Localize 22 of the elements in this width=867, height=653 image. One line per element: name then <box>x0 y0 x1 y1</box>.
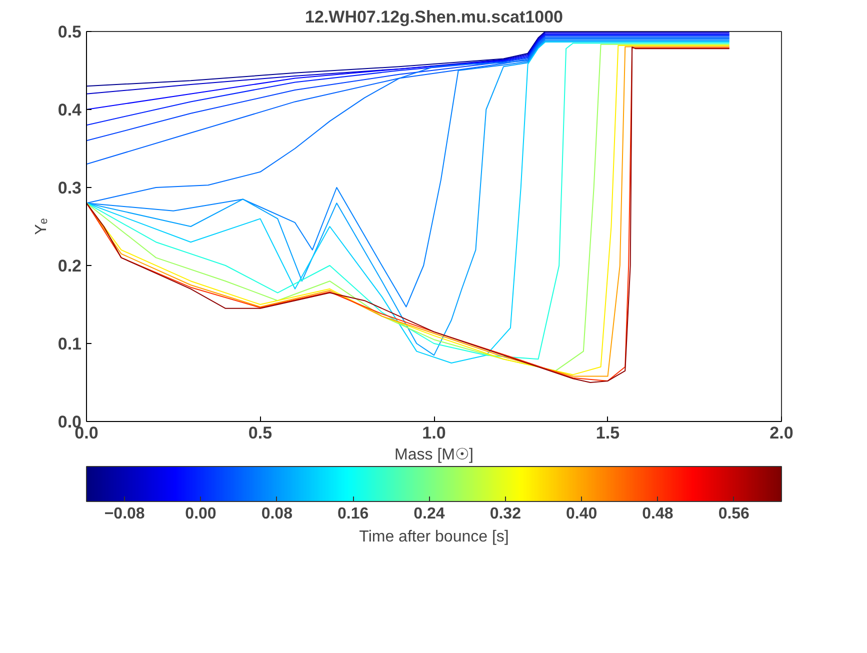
color-bar-title: Time after bounce [s] <box>359 528 509 546</box>
y-tick-label: 0.4 <box>58 100 82 120</box>
color-bar-label: 0.40 <box>566 506 598 522</box>
x-tick-label: 1.0 <box>422 424 446 442</box>
chart-title: 12.WH07.12g.Shen.mu.scat1000 <box>305 8 563 26</box>
x-tick-label: 2.0 <box>770 424 794 442</box>
color-bar-label: 0.48 <box>642 506 674 522</box>
color-bar-label: 0.56 <box>718 506 750 522</box>
color-bar-label: 0.32 <box>490 506 522 522</box>
x-axis-title: Mass [M☉] <box>394 446 474 464</box>
x-tick-label: 0.5 <box>248 424 272 442</box>
color-bar-label: 0.00 <box>185 506 216 522</box>
y-tick-label: 0.2 <box>58 256 82 276</box>
color-bar-label: 0.08 <box>261 506 293 522</box>
y-axis-title: Yₑ <box>32 218 50 235</box>
color-bar-label: −0.08 <box>104 506 145 522</box>
color-bar-label: 0.16 <box>338 506 369 522</box>
y-tick-label: 0.3 <box>58 178 82 198</box>
x-tick-label: 1.5 <box>596 424 620 442</box>
color-bar-label: 0.24 <box>414 506 445 522</box>
y-tick-label: 0.1 <box>58 334 82 354</box>
y-tick-label: 0.5 <box>58 22 82 42</box>
